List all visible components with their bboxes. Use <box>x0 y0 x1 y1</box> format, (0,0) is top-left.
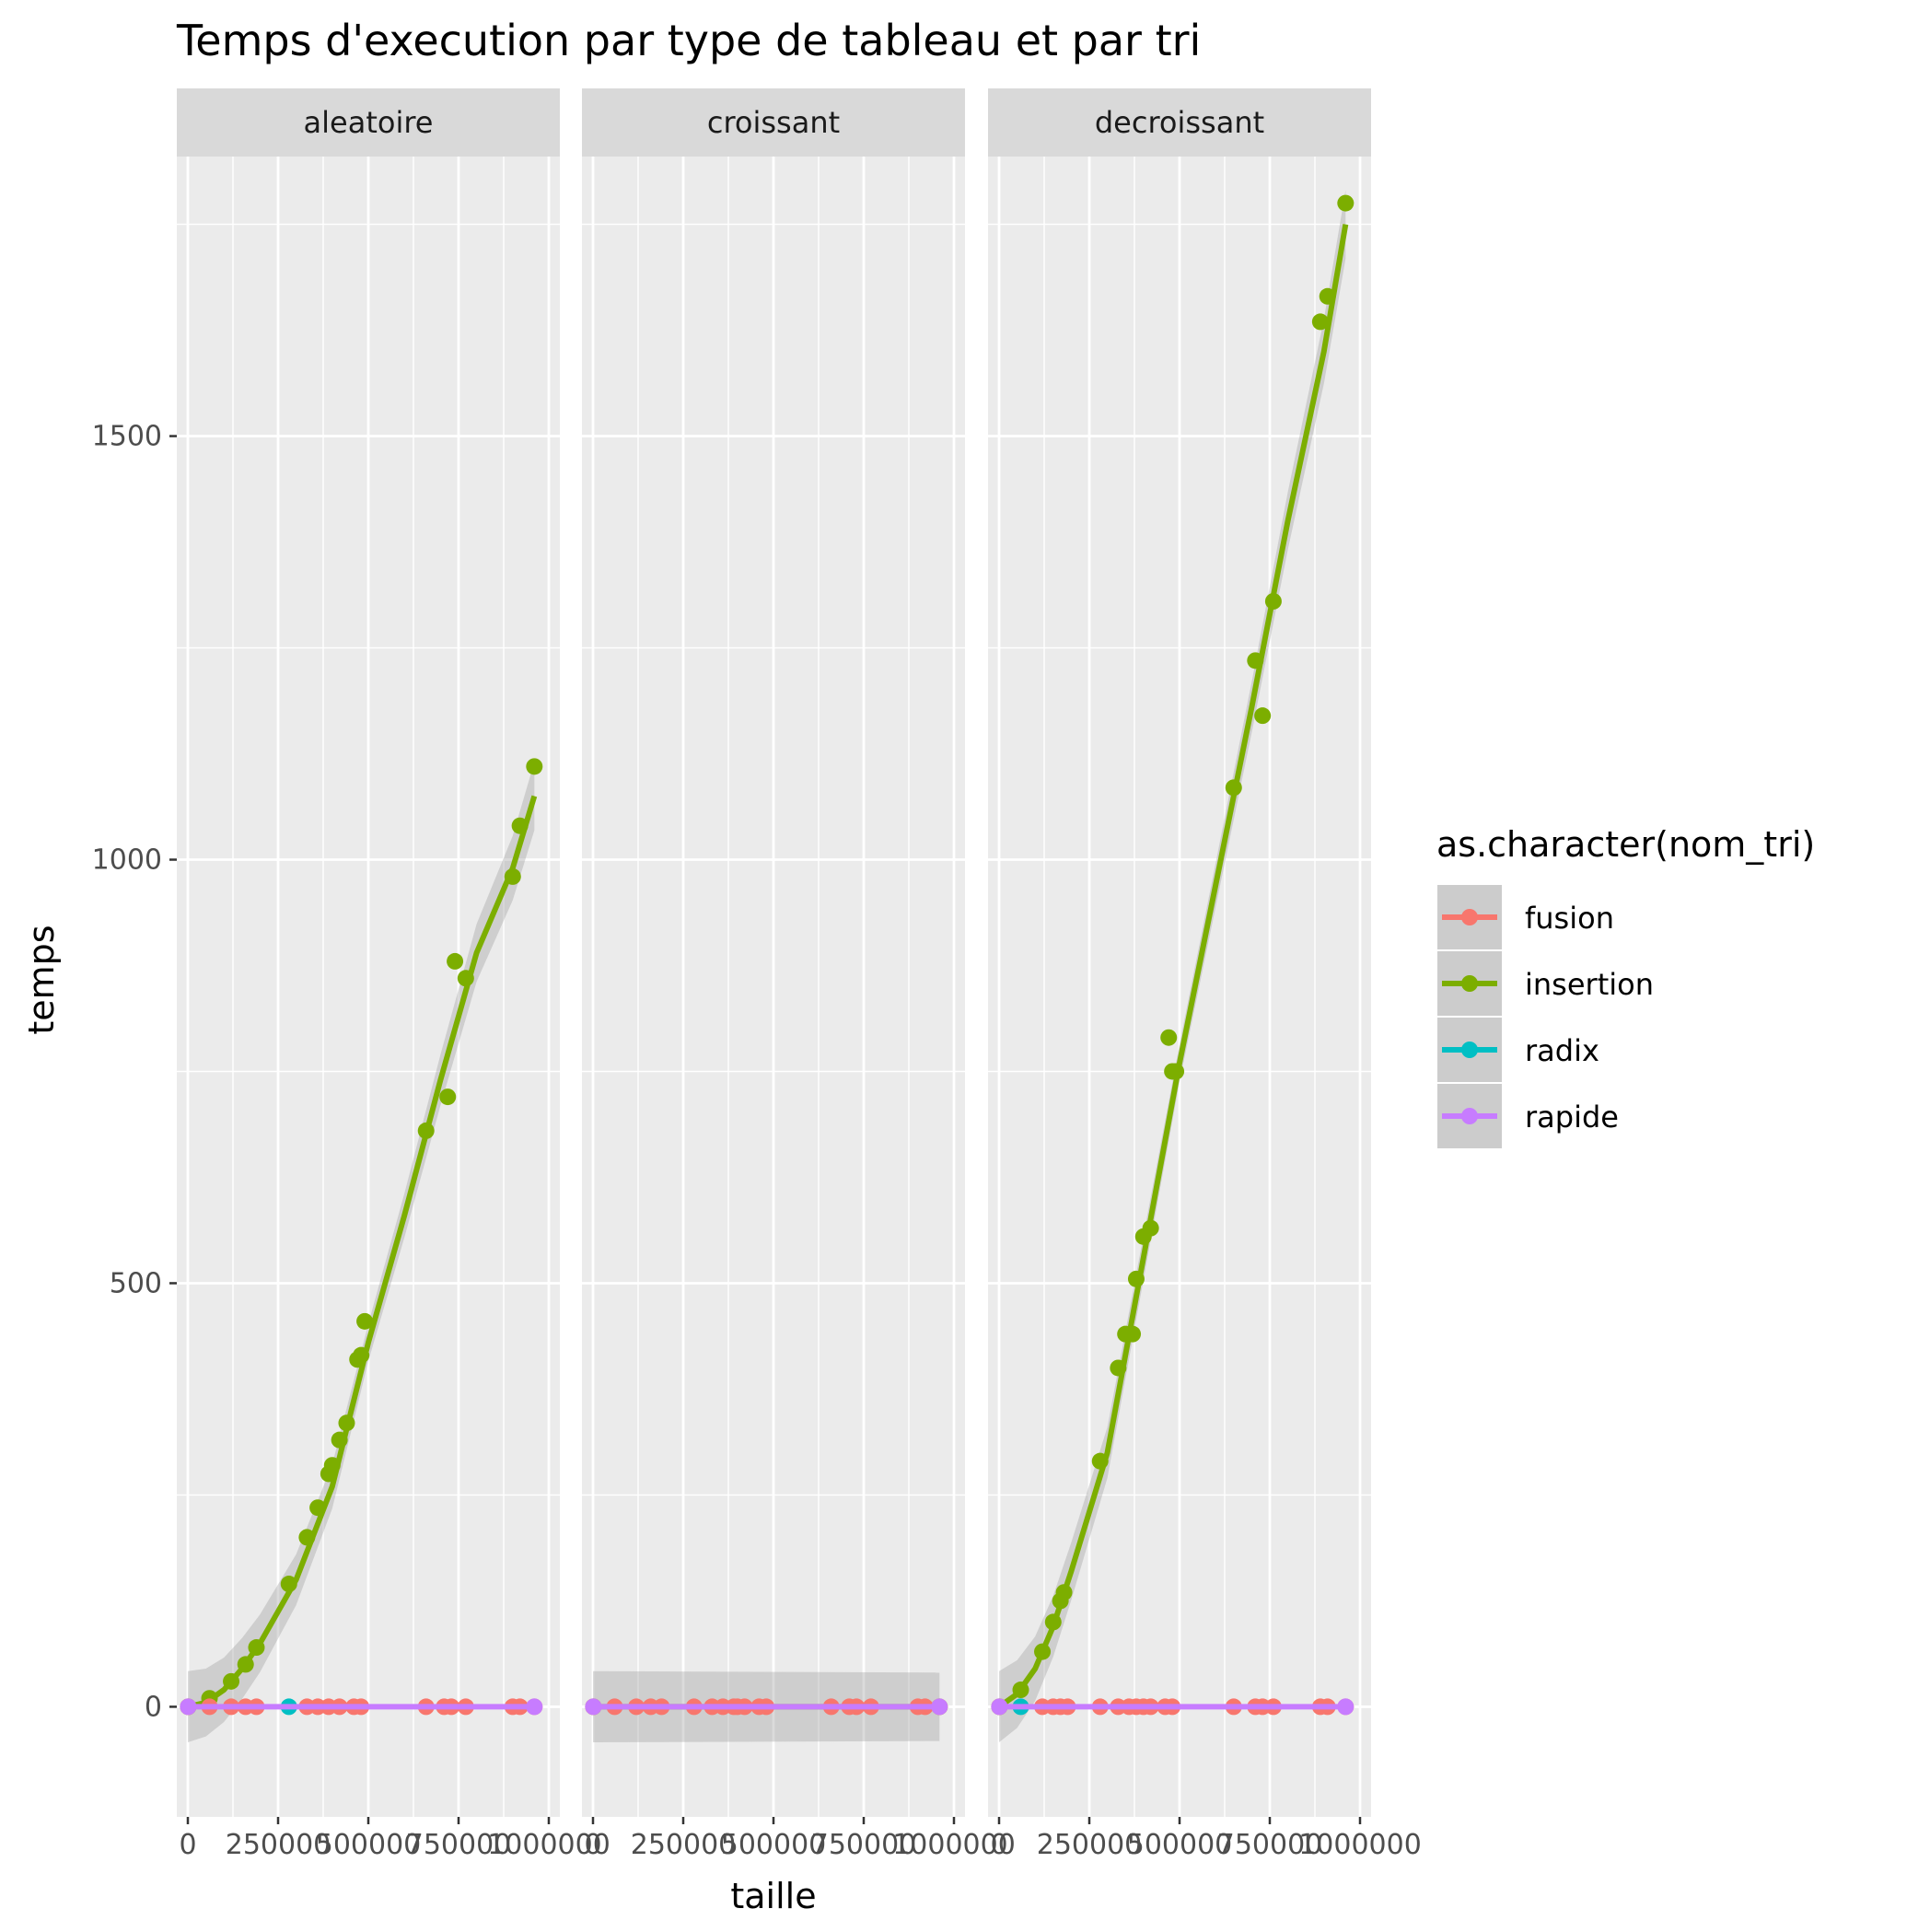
data-point <box>457 970 474 987</box>
x-tick-label: 1000000 <box>892 1829 1016 1861</box>
data-point <box>298 1529 316 1546</box>
legend-key-point <box>1461 1042 1478 1058</box>
data-point <box>1160 1029 1178 1046</box>
x-tick-label: 500000 <box>316 1829 422 1861</box>
legend-label: rapide <box>1525 1100 1619 1135</box>
legend-key-point <box>1461 975 1478 992</box>
x-tick-label: 500000 <box>721 1829 827 1861</box>
data-point <box>323 1457 341 1474</box>
data-point <box>526 1698 543 1716</box>
data-point <box>1044 1613 1062 1631</box>
data-point <box>1337 1698 1354 1716</box>
data-point <box>353 1346 370 1364</box>
x-tick-label: 250000 <box>1037 1829 1143 1861</box>
facet-strip-label: aleatoire <box>304 105 434 140</box>
data-point <box>931 1698 948 1716</box>
legend-item-insertion: insertion <box>1436 949 1654 1018</box>
y-axis-title: temps <box>21 925 62 1034</box>
data-point <box>237 1656 254 1673</box>
legend-title: as.character(nom_tri) <box>1436 824 1815 865</box>
x-tick-label: 750000 <box>811 1829 917 1861</box>
data-point <box>585 1698 602 1716</box>
y-tick-label: 0 <box>145 1691 162 1723</box>
series-insertion <box>180 758 543 1743</box>
series-insertion <box>991 190 1354 1743</box>
x-tick-label: 0 <box>584 1829 601 1861</box>
x-tick-label: 250000 <box>631 1829 737 1861</box>
data-point <box>1127 1270 1145 1287</box>
chart-title: Temps d'execution par type de tableau et… <box>176 16 1201 65</box>
data-point <box>331 1431 348 1449</box>
data-point <box>338 1414 355 1432</box>
data-point <box>1337 194 1354 212</box>
x-tick-label: 750000 <box>1217 1829 1323 1861</box>
x-tick-label: 1000000 <box>487 1829 610 1861</box>
data-point <box>991 1698 1008 1716</box>
x-tick-label: 0 <box>179 1829 196 1861</box>
legend-label: fusion <box>1525 901 1614 936</box>
legend-key-point <box>1461 1108 1478 1124</box>
x-tick-label: 1000000 <box>1298 1829 1422 1861</box>
data-point <box>417 1122 435 1139</box>
series-rapide <box>585 1698 948 1716</box>
data-point <box>526 758 543 775</box>
data-point <box>1124 1325 1142 1343</box>
data-point <box>1225 779 1242 797</box>
legend-item-rapide: rapide <box>1436 1082 1619 1150</box>
data-point <box>1311 313 1329 331</box>
facet-strip <box>177 88 560 157</box>
smooth-line <box>997 224 1349 1709</box>
x-tick-label: 250000 <box>226 1829 331 1861</box>
data-point <box>1142 1219 1159 1237</box>
data-point <box>1319 287 1336 305</box>
data-point <box>1247 652 1264 669</box>
legend-item-radix: radix <box>1436 1016 1599 1084</box>
legend: as.character(nom_tri) fusion insertion rad… <box>1436 824 1815 1150</box>
data-point <box>309 1499 327 1517</box>
series-rapide <box>991 1698 1354 1716</box>
data-point <box>1034 1643 1052 1660</box>
facet-strip-label: croissant <box>707 105 840 140</box>
facet-strip <box>582 88 965 157</box>
x-axis-title: taille <box>730 1876 816 1916</box>
data-point <box>447 952 464 970</box>
data-point <box>1264 592 1282 610</box>
y-tick-label: 1500 <box>92 421 162 453</box>
legend-item-fusion: fusion <box>1436 883 1614 951</box>
x-tick-label: 500000 <box>1127 1829 1233 1861</box>
y-axis: 0 500 1000 1500 <box>92 421 177 1723</box>
data-point <box>248 1639 265 1657</box>
data-point <box>504 867 521 885</box>
data-point <box>1091 1452 1109 1470</box>
data-point <box>1055 1584 1073 1601</box>
series-rapide <box>180 1698 543 1716</box>
data-point <box>356 1312 374 1330</box>
legend-label: insertion <box>1525 967 1654 1002</box>
data-point <box>1110 1359 1127 1377</box>
data-point <box>1012 1682 1029 1699</box>
y-tick-label: 1000 <box>92 844 162 877</box>
y-tick-label: 500 <box>110 1267 162 1299</box>
facet-strip <box>988 88 1371 157</box>
x-tick-label: 0 <box>990 1829 1007 1861</box>
data-point <box>439 1088 457 1106</box>
x-tick-label: 750000 <box>406 1829 512 1861</box>
data-point <box>1168 1063 1185 1080</box>
data-point <box>511 817 529 834</box>
legend-key-point <box>1461 909 1478 925</box>
data-point <box>1254 707 1272 725</box>
data-point <box>223 1672 240 1690</box>
facet-strip-label: decroissant <box>1095 105 1264 140</box>
data-point <box>280 1576 297 1593</box>
smooth-line <box>187 795 538 1710</box>
legend-label: radix <box>1525 1033 1599 1068</box>
data-point <box>180 1698 197 1716</box>
